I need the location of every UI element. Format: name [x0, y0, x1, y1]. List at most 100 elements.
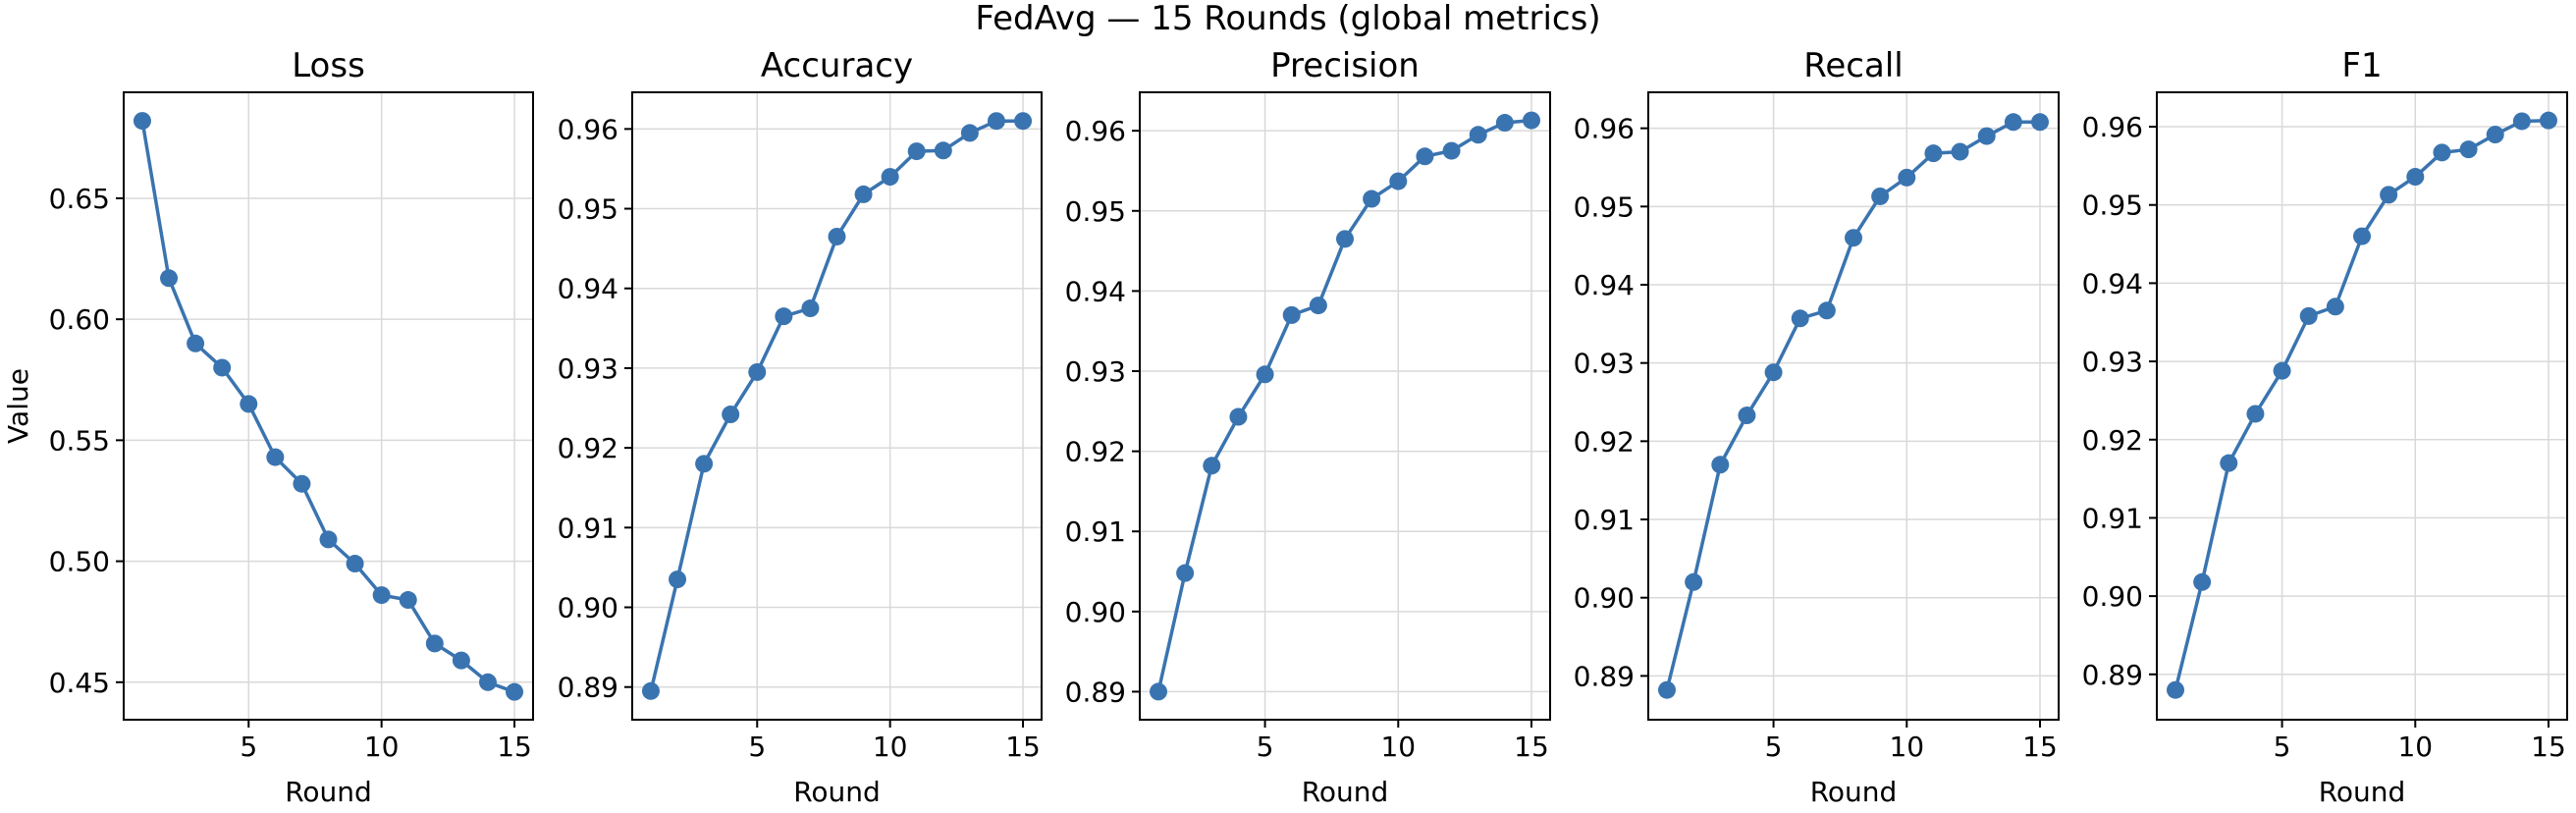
panel-title: Loss: [292, 46, 365, 85]
x-axis-label: Round: [1302, 776, 1389, 808]
x-tick-label: 10: [1380, 731, 1416, 763]
data-point: [160, 269, 179, 288]
x-axis-label: Round: [285, 776, 372, 808]
data-point: [1523, 111, 1540, 130]
x-tick-label: 5: [240, 731, 257, 763]
data-point: [1951, 142, 1969, 161]
data-point: [213, 358, 232, 377]
data-point: [425, 634, 444, 653]
data-point: [828, 227, 846, 245]
y-tick-label: 0.92: [558, 432, 618, 464]
data-point: [1176, 564, 1195, 582]
y-tick-label: 0.96: [2082, 111, 2143, 143]
data-point: [1711, 456, 1730, 474]
panel-f1: 5 10 15 0.89 0.90 0.91 0.92 0.93 0.94 0.95 0.96 F1 R…: [2082, 46, 2568, 808]
data-point: [1685, 572, 1703, 591]
y-tick-label: 0.92: [1574, 425, 1635, 458]
data-point: [1256, 365, 1274, 384]
data-point: [934, 141, 952, 160]
x-tick-label: 10: [364, 731, 400, 763]
y-tick-label: 0.60: [49, 303, 110, 336]
data-point: [1282, 305, 1301, 324]
data-point: [1203, 457, 1221, 475]
data-point: [1309, 297, 1327, 315]
data-point: [748, 362, 767, 381]
y-tick-label: 0.92: [2082, 424, 2143, 457]
panel-precision: 5 10 15 0.89 0.90 0.91 0.92 0.93 0.94 0.95 0.96 Pre…: [1065, 46, 1551, 808]
plot-frame: [123, 91, 534, 721]
data-point: [641, 681, 660, 700]
data-point: [2326, 298, 2344, 316]
y-tick-label: 0.94: [1065, 275, 1126, 307]
plot-frame: [2156, 91, 2568, 721]
plot-frame: [1139, 91, 1551, 721]
data-point: [2193, 572, 2212, 591]
data-point: [133, 112, 151, 131]
data-point: [2004, 113, 2022, 132]
y-tick-label: 0.55: [49, 424, 110, 457]
data-point: [1764, 363, 1783, 382]
data-point: [2486, 126, 2504, 144]
data-point: [2167, 680, 2184, 699]
y-tick-label: 0.96: [558, 113, 618, 145]
data-point: [1898, 168, 1916, 187]
data-point: [478, 673, 497, 691]
y-tick-label: 0.91: [558, 512, 618, 544]
y-tick-label: 0.95: [2082, 190, 2143, 222]
y-tick-label: 0.89: [2082, 659, 2143, 691]
data-point: [1845, 229, 1862, 247]
data-point: [1738, 406, 1756, 425]
data-point: [1150, 682, 1167, 701]
y-tick-label: 0.89: [558, 672, 618, 704]
x-tick-label: 10: [2397, 731, 2433, 763]
data-point: [1336, 230, 1354, 248]
series-line: [2174, 118, 2549, 691]
data-point: [2246, 405, 2265, 423]
data-point: [506, 682, 524, 701]
y-tick-label: 0.93: [1065, 355, 1126, 388]
data-point: [1229, 407, 1248, 426]
data-point: [695, 455, 714, 473]
data-point: [1924, 144, 1943, 163]
data-point: [2353, 227, 2371, 245]
y-tick-label: 0.95: [558, 193, 618, 226]
x-tick-label: 15: [2531, 731, 2566, 763]
data-point: [1014, 112, 1033, 131]
data-point: [907, 142, 926, 161]
panel-loss: 5 10 15 0.45 0.50 0.55 0.60 0.65 Loss Round Value: [2, 46, 534, 808]
x-tick-label: 5: [1257, 731, 1274, 763]
data-point: [372, 586, 391, 605]
y-tick-label: 0.45: [49, 667, 110, 699]
data-point: [2031, 113, 2049, 132]
data-point: [2299, 306, 2318, 325]
data-point: [187, 334, 205, 352]
data-point: [1977, 127, 1996, 145]
panel-title: Precision: [1270, 46, 1420, 85]
data-point: [452, 651, 470, 670]
y-tick-label: 0.93: [2082, 346, 2143, 378]
y-tick-label: 0.94: [2082, 267, 2143, 299]
x-tick-label: 5: [748, 731, 766, 763]
y-tick-label: 0.93: [558, 352, 618, 385]
panel-recall: 5 10 15 0.89 0.90 0.91 0.92 0.93 0.94 0.95 0.96 Rec…: [1574, 46, 2060, 808]
data-point: [1442, 141, 1461, 160]
data-point: [2540, 111, 2557, 130]
data-point: [1791, 309, 1809, 328]
x-tick-label: 5: [1765, 731, 1783, 763]
y-tick-label: 0.89: [1065, 676, 1126, 708]
data-point: [722, 406, 740, 424]
y-tick-label: 0.90: [558, 592, 618, 624]
y-tick-label: 0.94: [1574, 269, 1635, 301]
x-tick-label: 15: [497, 731, 532, 763]
data-point: [2273, 361, 2291, 380]
series-line: [649, 119, 1023, 692]
x-axis-label: Round: [793, 776, 881, 808]
y-tick-label: 0.96: [1065, 115, 1126, 147]
data-point: [801, 299, 820, 318]
data-point: [1416, 147, 1434, 166]
y-tick-label: 0.95: [1574, 190, 1635, 223]
y-tick-label: 0.65: [49, 183, 110, 215]
x-tick-label: 10: [1889, 731, 1924, 763]
data-point: [1363, 190, 1381, 208]
data-point: [1658, 680, 1676, 699]
